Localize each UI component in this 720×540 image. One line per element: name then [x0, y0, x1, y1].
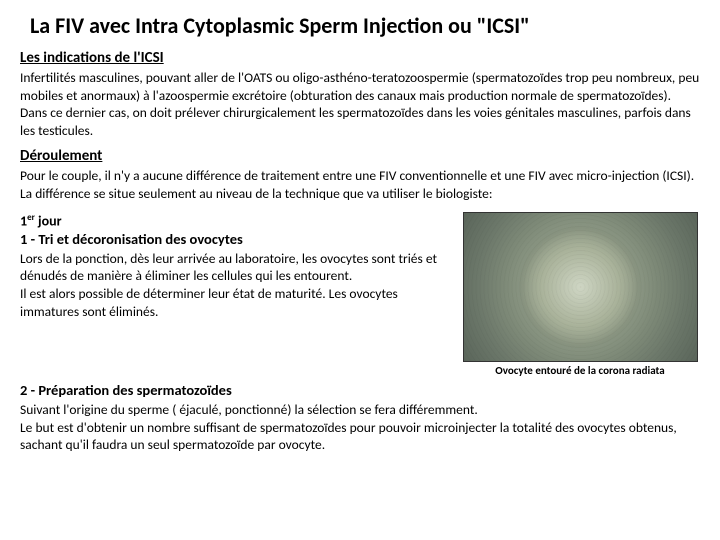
indications-text: Infertilités masculines, pouvant aller d… [20, 69, 700, 139]
image-caption: Ovocyte entouré de la corona radiata [495, 364, 664, 377]
day1-right: Ovocyte entouré de la corona radiata [460, 212, 700, 377]
day1-sup: er [27, 212, 35, 223]
day1-label: 1er jour [20, 212, 450, 230]
page-title: La FIV avec Intra Cytoplasmic Sperm Inje… [30, 12, 700, 39]
step1-heading: 1 - Tri et décoronisation des ovocytes [20, 230, 450, 248]
indications-heading: Les indications de l'ICSI [20, 49, 700, 67]
step2-heading: 2 - Préparation des spermatozoïdes [20, 381, 700, 399]
deroulement-heading: Déroulement [20, 147, 700, 165]
day1-left: 1er jour 1 - Tri et décoronisation des o… [20, 212, 450, 377]
day1-row: 1er jour 1 - Tri et décoronisation des o… [20, 212, 700, 377]
oocyte-image [463, 212, 698, 362]
day1-suffix: jour [35, 213, 62, 230]
deroulement-text: Pour le couple, il n'y a aucune différen… [20, 167, 700, 202]
step2-text: Suivant l'origine du sperme ( éjaculé, p… [20, 401, 700, 454]
step1-text: Lors de la ponction, dès leur arrivée au… [20, 250, 450, 320]
